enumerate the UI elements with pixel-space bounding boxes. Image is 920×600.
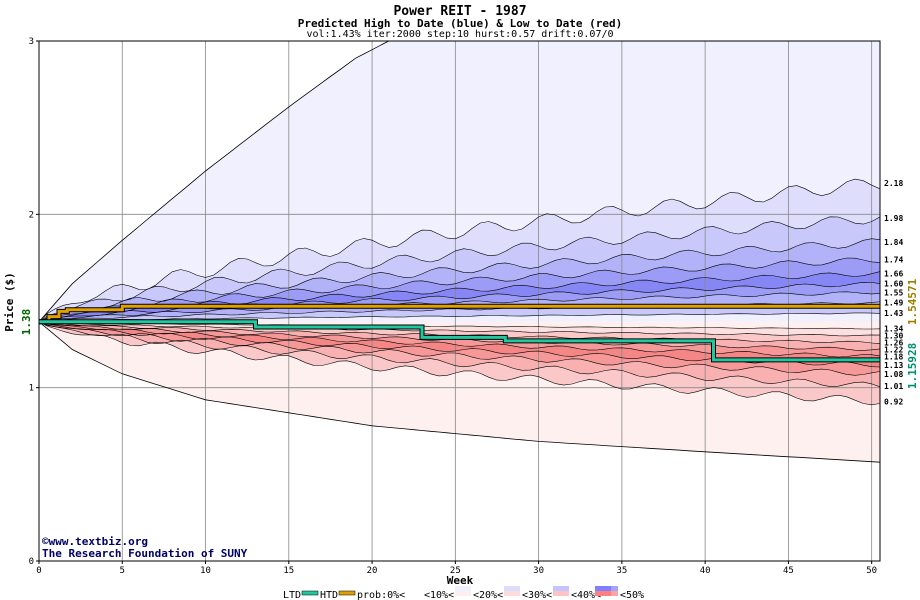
- percentile-end-label: 1.34: [884, 325, 903, 334]
- legend-label: LTD: [283, 590, 301, 600]
- percentile-end-label: 1.01: [884, 382, 903, 391]
- ltd-line: [39, 320, 880, 362]
- percentile-end-label: 1.98: [884, 214, 903, 223]
- legend-label: <20%<: [473, 590, 503, 600]
- percentile-end-label: 1.26: [884, 339, 903, 348]
- legend-swatch-red: [553, 591, 569, 596]
- legend-label: <10%<: [424, 590, 454, 600]
- percentile-end-label: 1.18: [884, 352, 903, 361]
- high-band: [39, 282, 880, 322]
- y-tick-label: 1: [29, 384, 34, 394]
- x-tick-label: 5: [120, 566, 125, 576]
- percentile-end-label: 1.66: [884, 269, 903, 278]
- legend-label: HTD: [320, 590, 338, 600]
- legend-label: <50%: [620, 590, 644, 600]
- htd-end-value: 1.54571: [906, 278, 919, 325]
- y-axis-title: Price ($): [3, 272, 16, 332]
- percentile-end-label: 1.84: [884, 238, 903, 247]
- low-percentile-line: [39, 321, 880, 406]
- x-tick-label: 50: [866, 566, 877, 576]
- chart-title: Power REIT - 1987: [393, 4, 526, 19]
- percentile-labels: 2.18 1.98 1.84 1.74 1.66 1.601.55 1.491.43 1.34…: [884, 179, 919, 406]
- chart-subtitle: Predicted High to Date (blue) & Low to D…: [298, 17, 623, 30]
- legend-swatch-blue: [595, 586, 611, 591]
- percentile-end-label: 1.74: [884, 255, 903, 264]
- legend-label: <40%<: [571, 590, 601, 600]
- plot-frame: [38, 40, 881, 562]
- percentile-end-label: 1.55: [884, 288, 903, 297]
- legend: LTD HTD prob:0%< <10%< <20%< <30%< <40%< <50%: [283, 586, 644, 600]
- chart-params: vol:1.43% iter:2000 step:10 hurst:0.57 d…: [306, 29, 613, 40]
- start-price-label: 1.38: [20, 309, 33, 336]
- low-percentile-line: [39, 321, 880, 358]
- percentile-end-label: 0.92: [884, 398, 903, 407]
- low-band: [39, 321, 880, 405]
- x-tick-label: 40: [700, 566, 711, 576]
- x-tick-label: 30: [533, 566, 544, 576]
- low-band: [39, 321, 880, 367]
- high-percentile-line: [39, 312, 880, 323]
- x-tick-label: 45: [783, 566, 794, 576]
- percentile-end-label: 1.49: [884, 299, 903, 308]
- high-percentile-line: [39, 238, 880, 323]
- series-layer: [39, 41, 880, 463]
- x-tick-label: 10: [200, 566, 211, 576]
- htd-line: [39, 304, 880, 324]
- percentile-end-label: 1.08: [884, 370, 903, 379]
- low-percentile-line: [39, 321, 880, 337]
- low-band: [39, 321, 880, 336]
- legend-swatch-blue: [455, 586, 471, 591]
- legend-swatch-blue: [504, 586, 520, 591]
- high-percentile-line: [39, 257, 880, 323]
- high-band: [39, 179, 880, 322]
- high-band: [39, 238, 880, 322]
- legend-line-swatch: [301, 590, 319, 596]
- legend-swatch-red: [406, 591, 422, 596]
- legend-label: prob:0%<: [357, 590, 405, 600]
- percentile-end-label: 1.13: [884, 361, 903, 370]
- ltd-end-value: 1.15928: [906, 343, 919, 389]
- x-tick-label: 25: [450, 566, 461, 576]
- low-band: [39, 321, 880, 387]
- legend-swatch-red: [504, 591, 520, 596]
- legend-swatch-blue: [553, 586, 569, 591]
- percentile-end-label: 1.22: [884, 346, 903, 355]
- legend-line-swatch: [338, 590, 356, 596]
- percentile-end-label: 1.60: [884, 280, 903, 289]
- legend-label: <30%<: [522, 590, 552, 600]
- credit-org: The Research Foundation of SUNY: [42, 547, 248, 560]
- low-percentile-line: [39, 321, 880, 388]
- axes: 0 5 10 15 20 25 30 35 40 45 50 0 1 2 3: [29, 37, 881, 576]
- high-band: [39, 216, 880, 322]
- low-band: [39, 321, 880, 376]
- percentile-end-label: 1.30: [884, 332, 903, 341]
- y-tick-label: 3: [29, 37, 34, 47]
- x-tick-label: 15: [283, 566, 294, 576]
- low-percentile-line: [39, 321, 880, 376]
- credit-copyright: ©www.textbiz.org: [42, 535, 148, 548]
- legend-swatch-blue: [406, 586, 422, 591]
- high-percentile-line: [39, 291, 880, 323]
- y-tick-label: 0: [29, 557, 34, 567]
- x-tick-label: 20: [367, 566, 378, 576]
- outer-upper-line: [39, 41, 880, 323]
- high-percentile-line: [39, 216, 880, 323]
- x-tick-label: 0: [36, 566, 41, 576]
- percentile-end-label: 2.18: [884, 179, 903, 188]
- y-tick-label: 2: [29, 210, 34, 220]
- legend-swatch-red: [455, 591, 471, 596]
- legend-swatch-red: [595, 591, 611, 596]
- high-band: [39, 258, 880, 322]
- x-axis-title: Week: [447, 574, 474, 587]
- high-percentile-line: [39, 178, 880, 323]
- high-band: [39, 271, 880, 322]
- x-tick-label: 35: [616, 566, 627, 576]
- percentile-end-label: 1.43: [884, 309, 903, 318]
- outer-lower-line: [39, 321, 880, 463]
